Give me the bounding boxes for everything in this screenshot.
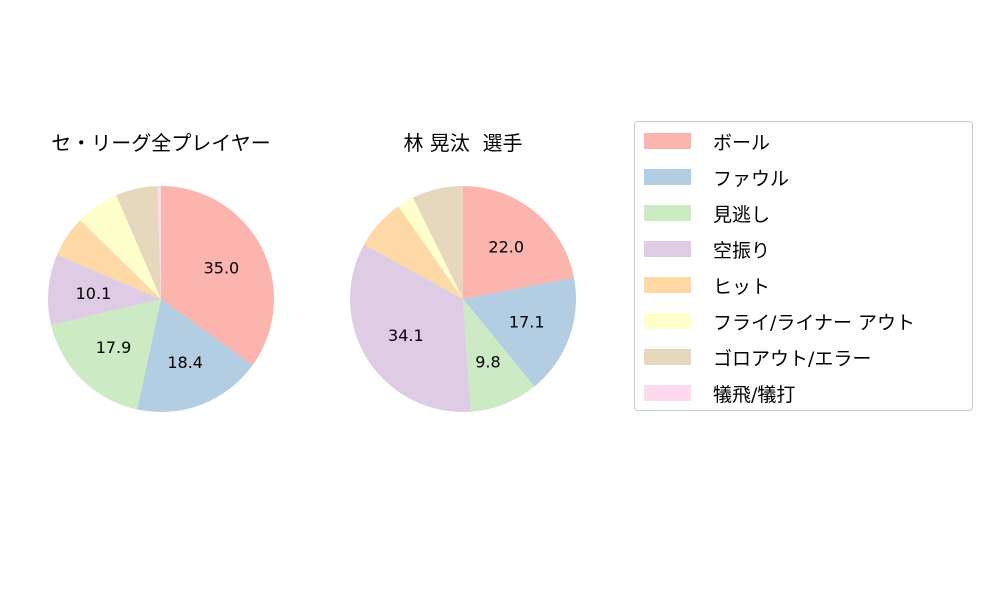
- pie-slice: [161, 186, 274, 366]
- legend-label: ボール: [713, 131, 771, 154]
- legend-label: ヒット: [713, 275, 771, 298]
- pie-slice: [412, 186, 463, 299]
- legend-item: 犠飛/犠打: [644, 382, 796, 406]
- pie-slice: [363, 206, 463, 299]
- slice-value-label: 9.8: [475, 353, 500, 372]
- pie-slice: [463, 299, 535, 412]
- legend-item: 空振り: [644, 238, 771, 262]
- pie-slice: [116, 186, 161, 299]
- legend-label: ファウル: [713, 167, 790, 190]
- legend-swatch: [644, 133, 691, 149]
- league-pie-chart: 35.0 18.4 17.9 10.1: [47, 186, 274, 413]
- pie-slice: [157, 186, 161, 299]
- pie-slice: [47, 254, 161, 326]
- right-pie-title: 林 晃汰 選手: [403, 131, 523, 155]
- slice-value-label: 10.1: [76, 284, 112, 303]
- legend-label: フライ/ライナー アウト: [713, 311, 916, 334]
- slice-value-label: 17.1: [509, 313, 545, 332]
- pie-slice: [349, 244, 471, 413]
- pie-slice: [137, 299, 253, 413]
- slice-value-label: 22.0: [488, 237, 524, 256]
- legend-swatch: [644, 169, 691, 185]
- legend-swatch: [644, 349, 691, 365]
- pie-slice: [57, 220, 161, 299]
- legend-label: 犠飛/犠打: [713, 383, 796, 406]
- legend-label: 空振り: [713, 239, 771, 262]
- legend-swatch: [644, 277, 691, 293]
- legend-item: フライ/ライナー アウト: [644, 310, 916, 334]
- pie-slice: [51, 299, 161, 410]
- pie-slice: [80, 195, 161, 299]
- slice-value-label: 17.9: [96, 338, 132, 357]
- slice-value-label: 35.0: [204, 259, 240, 278]
- legend-item: ゴロアウト/エラー: [644, 346, 872, 370]
- legend: ボールファウル見逃し空振りヒットフライ/ライナー アウト ゴロアウト/エラー 犠飛/…: [634, 121, 973, 411]
- legend-swatch: [644, 313, 691, 329]
- legend-label: 見逃し: [713, 203, 771, 226]
- legend-item: ファウル: [644, 166, 790, 190]
- pie-slice: [398, 197, 463, 299]
- legend-label: ゴロアウト/エラー: [713, 347, 872, 370]
- legend-item: 見逃し: [644, 202, 771, 226]
- slice-value-label: 34.1: [388, 326, 424, 345]
- left-pie-title: セ・リーグ全プレイヤー: [51, 131, 271, 155]
- legend-swatch: [644, 205, 691, 221]
- pie-slice: [463, 277, 576, 387]
- legend-swatch: [644, 385, 691, 401]
- legend-item: ボール: [644, 130, 771, 154]
- pie-slice: [463, 186, 574, 299]
- player-pie-chart: 22.0 17.1 9.8 34.1: [349, 186, 576, 413]
- slice-value-label: 18.4: [167, 353, 203, 372]
- legend-swatch: [644, 241, 691, 257]
- legend-item: ヒット: [644, 274, 771, 298]
